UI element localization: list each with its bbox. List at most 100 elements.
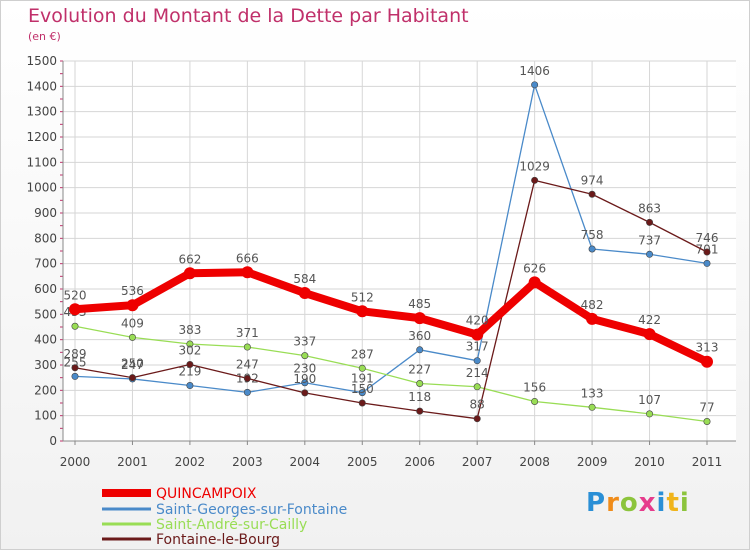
data-point	[471, 328, 484, 341]
legend-label-2: Saint-André-sur-Cailly	[156, 517, 307, 533]
data-point	[356, 305, 369, 318]
y-tick-label: 700	[34, 257, 57, 271]
data-point	[703, 259, 711, 267]
data-label: 133	[581, 386, 604, 400]
data-point	[241, 266, 254, 279]
data-label: 974	[581, 173, 604, 187]
data-label: 214	[466, 366, 489, 380]
x-tick-label: 2004	[290, 455, 321, 469]
y-tick-label: 200	[34, 383, 57, 397]
data-point	[69, 303, 81, 316]
data-point	[71, 364, 79, 372]
y-tick-label: 400	[34, 333, 57, 347]
y-tick-label: 1300	[26, 105, 57, 119]
data-point	[703, 417, 711, 425]
data-point	[298, 287, 311, 300]
data-point	[128, 374, 136, 382]
y-tick-label: 1200	[26, 130, 57, 144]
data-point	[531, 81, 539, 89]
data-label: 520	[64, 288, 87, 302]
data-point	[71, 372, 79, 380]
series-line-1	[74, 84, 708, 394]
data-label: 190	[293, 372, 316, 386]
data-point	[473, 415, 481, 423]
y-tick-label: 100	[34, 409, 57, 423]
data-label: 863	[638, 201, 661, 215]
data-label: 77	[699, 400, 714, 414]
data-label: 156	[523, 380, 546, 394]
x-tick-label: 2011	[692, 455, 723, 469]
data-point	[416, 379, 424, 387]
x-tick-label: 2010	[634, 455, 665, 469]
y-tick-label: 800	[34, 231, 57, 245]
data-point	[531, 397, 539, 405]
data-point	[186, 360, 194, 368]
data-label: 666	[236, 251, 259, 265]
data-point	[358, 389, 366, 397]
plot-area	[63, 61, 736, 441]
data-point	[588, 245, 596, 253]
data-point	[646, 250, 654, 258]
x-tick-label: 2005	[347, 455, 378, 469]
data-label: 536	[121, 284, 144, 298]
proxiti-logo: Proxiti	[586, 488, 690, 518]
data-point	[186, 340, 194, 348]
data-label: 485	[408, 297, 431, 311]
data-label: 422	[638, 313, 661, 327]
data-point	[646, 218, 654, 226]
y-tick-label: 1000	[26, 181, 57, 195]
data-point	[588, 190, 596, 198]
y-tick-label: 1100	[26, 155, 57, 169]
data-point	[301, 379, 309, 387]
y-tick-label: 0	[49, 434, 57, 448]
x-tick-label: 2006	[404, 455, 435, 469]
y-tick-label: 300	[34, 358, 57, 372]
y-tick-label: 1500	[26, 54, 57, 68]
data-label: 512	[351, 290, 374, 304]
data-point	[358, 364, 366, 372]
data-label: 150	[351, 382, 374, 396]
data-label: 1406	[519, 64, 550, 78]
chart-title: Evolution du Montant de la Dette par Hab…	[28, 5, 469, 27]
data-label: 88	[470, 398, 485, 412]
data-label: 107	[638, 393, 661, 407]
data-label: 420	[466, 314, 489, 328]
data-label: 584	[293, 272, 316, 286]
data-point	[186, 382, 194, 390]
data-label: 250	[121, 357, 144, 371]
data-label: 247	[121, 358, 144, 372]
data-point	[416, 407, 424, 415]
data-label: 219	[178, 365, 201, 379]
data-label: 302	[178, 343, 201, 357]
data-point	[358, 399, 366, 407]
series-line-0	[74, 268, 709, 366]
data-label: 289	[64, 347, 87, 361]
data-point	[531, 176, 539, 184]
data-point	[128, 333, 136, 341]
series-line-3	[74, 179, 708, 420]
data-point	[588, 403, 596, 411]
x-tick-label: 2002	[175, 455, 206, 469]
data-point	[646, 410, 654, 418]
legend-label-0: QUINCAMPOIX	[156, 486, 257, 502]
data-label: 409	[121, 316, 144, 330]
data-label: 626	[523, 261, 546, 275]
y-tick-label: 600	[34, 282, 57, 296]
data-point	[243, 343, 251, 351]
x-tick-label: 2001	[117, 455, 148, 469]
x-tick-label: 2007	[462, 455, 493, 469]
x-tick-label: 2009	[577, 455, 608, 469]
x-tick-label: 2000	[60, 455, 91, 469]
data-label: 746	[696, 231, 719, 245]
data-label: 737	[638, 233, 661, 247]
data-label: 313	[696, 341, 719, 355]
data-label: 337	[293, 335, 316, 349]
data-label: 317	[466, 340, 489, 354]
data-point	[301, 352, 309, 360]
data-point	[703, 248, 711, 256]
data-point	[701, 355, 713, 368]
data-point	[413, 312, 426, 325]
x-tick-label: 2008	[519, 455, 550, 469]
data-label: 758	[581, 228, 604, 242]
data-label: 662	[178, 252, 201, 266]
